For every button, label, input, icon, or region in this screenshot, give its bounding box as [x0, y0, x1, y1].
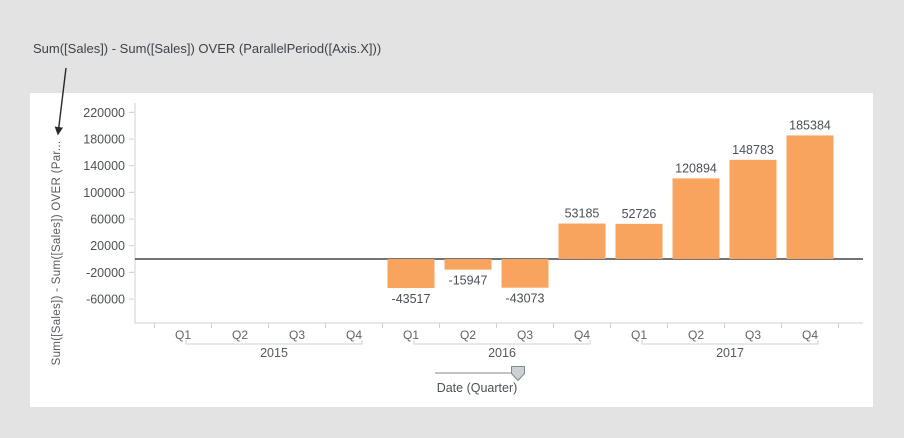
- y-tick-label: 20000: [90, 239, 125, 253]
- y-tick-label: 100000: [83, 186, 125, 200]
- x-quarter-label: Q1: [403, 328, 419, 342]
- bar-chart: 220000 180000 140000 100000 60000 20000 -20000…: [83, 103, 863, 395]
- bar[interactable]: [672, 178, 720, 259]
- x-year-label: 2017: [716, 346, 744, 360]
- y-tick-label: 180000: [83, 133, 125, 147]
- bar-value-label: -43073: [506, 292, 545, 306]
- x-quarter-label: Q1: [175, 328, 191, 342]
- bar-value-label: 185384: [789, 118, 831, 132]
- chart-panel: Sum([Sales]) - Sum([Sales]) OVER (Par...…: [30, 93, 873, 407]
- y-tick-label: 140000: [83, 159, 125, 173]
- bar[interactable]: [729, 159, 777, 259]
- x-quarter-label: Q3: [745, 328, 761, 342]
- x-quarter-label: Q2: [688, 328, 704, 342]
- y-tick-label: 60000: [90, 213, 125, 227]
- bar-value-label: 120894: [675, 161, 717, 175]
- x-year-label: 2015: [260, 346, 288, 360]
- bar-value-label: 148783: [732, 143, 774, 157]
- bar[interactable]: [444, 259, 492, 270]
- y-tick-label: -60000: [86, 293, 125, 307]
- bar-value-label: -15947: [449, 274, 488, 288]
- axis-expression-annotation: Sum([Sales]) - Sum([Sales]) OVER (Parall…: [33, 41, 382, 56]
- bar[interactable]: [558, 223, 606, 259]
- bar[interactable]: [501, 259, 549, 288]
- y-tick-label: 220000: [83, 106, 125, 120]
- year-bracket: [413, 340, 591, 345]
- x-quarter-label: Q4: [346, 328, 362, 342]
- bar-value-label: 52726: [622, 207, 657, 221]
- bar-value-label: 53185: [565, 207, 600, 221]
- x-axis-slider-label[interactable]: Date (Quarter): [437, 381, 518, 395]
- x-quarter-label: Q2: [232, 328, 248, 342]
- year-bracket: [641, 340, 819, 345]
- bar-value-label: -43517: [392, 292, 431, 306]
- y-tick-label: -20000: [86, 266, 125, 280]
- bar[interactable]: [615, 223, 663, 259]
- x-year-label: 2016: [488, 346, 516, 360]
- x-quarter-label: Q3: [289, 328, 305, 342]
- x-quarter-label: Q4: [574, 328, 590, 342]
- x-quarter-label: Q2: [460, 328, 476, 342]
- x-quarter-label: Q1: [631, 328, 647, 342]
- bar[interactable]: [387, 259, 435, 289]
- annotation-arrow-icon: [54, 67, 67, 136]
- axis-zoom-slider-handle-icon[interactable]: [511, 366, 525, 382]
- x-quarter-label: Q4: [802, 328, 818, 342]
- x-quarter-label: Q3: [517, 328, 533, 342]
- bar[interactable]: [786, 135, 834, 259]
- year-bracket: [185, 340, 363, 345]
